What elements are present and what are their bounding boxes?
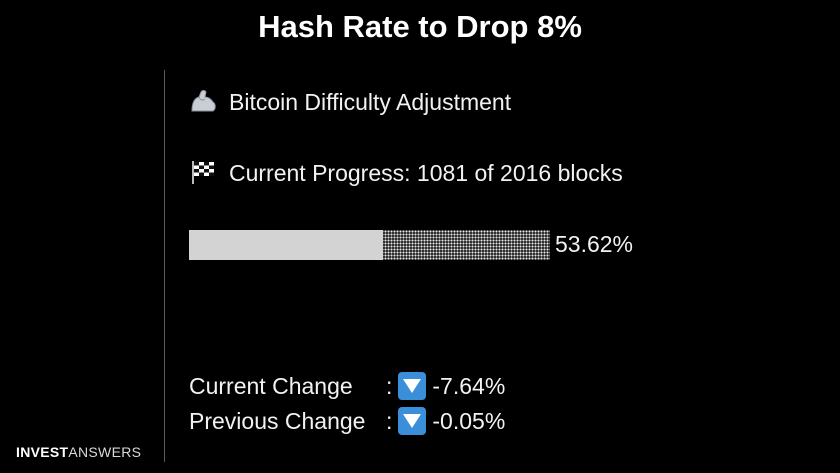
progress-text-row: Current Progress: 1081 of 2016 blocks <box>189 158 623 188</box>
current-change-colon: : <box>386 373 393 399</box>
down-arrow-button-icon <box>398 372 427 400</box>
progress-percent: 53.62% <box>555 231 634 257</box>
current-change-label: Current Change <box>189 373 353 399</box>
checkered-flag-icon <box>189 159 219 185</box>
previous-change-value: -0.05% <box>432 408 506 434</box>
previous-change-label: Previous Change <box>189 408 366 434</box>
progress-bar-fill <box>189 230 383 260</box>
previous-change-row: Previous Change: -0.05% <box>189 406 505 436</box>
down-arrow-button-icon <box>398 407 427 435</box>
current-change-value: -7.64% <box>432 373 506 399</box>
brand-logo-bold: INVEST <box>16 444 69 460</box>
brand-logo: INVESTANSWERS <box>16 443 141 461</box>
vertical-divider <box>164 70 165 462</box>
current-change-row: Current Change: -7.64% <box>189 371 505 401</box>
difficulty-heading-row: Bitcoin Difficulty Adjustment <box>189 87 511 117</box>
progress-bar <box>189 230 550 260</box>
previous-change-colon: : <box>386 408 393 434</box>
progress-text: Current Progress: 1081 of 2016 blocks <box>229 160 623 186</box>
page-title: Hash Rate to Drop 8% <box>258 9 582 44</box>
difficulty-heading-text: Bitcoin Difficulty Adjustment <box>229 89 512 115</box>
flexed-biceps-icon <box>189 88 219 114</box>
brand-logo-regular: ANSWERS <box>68 444 142 460</box>
